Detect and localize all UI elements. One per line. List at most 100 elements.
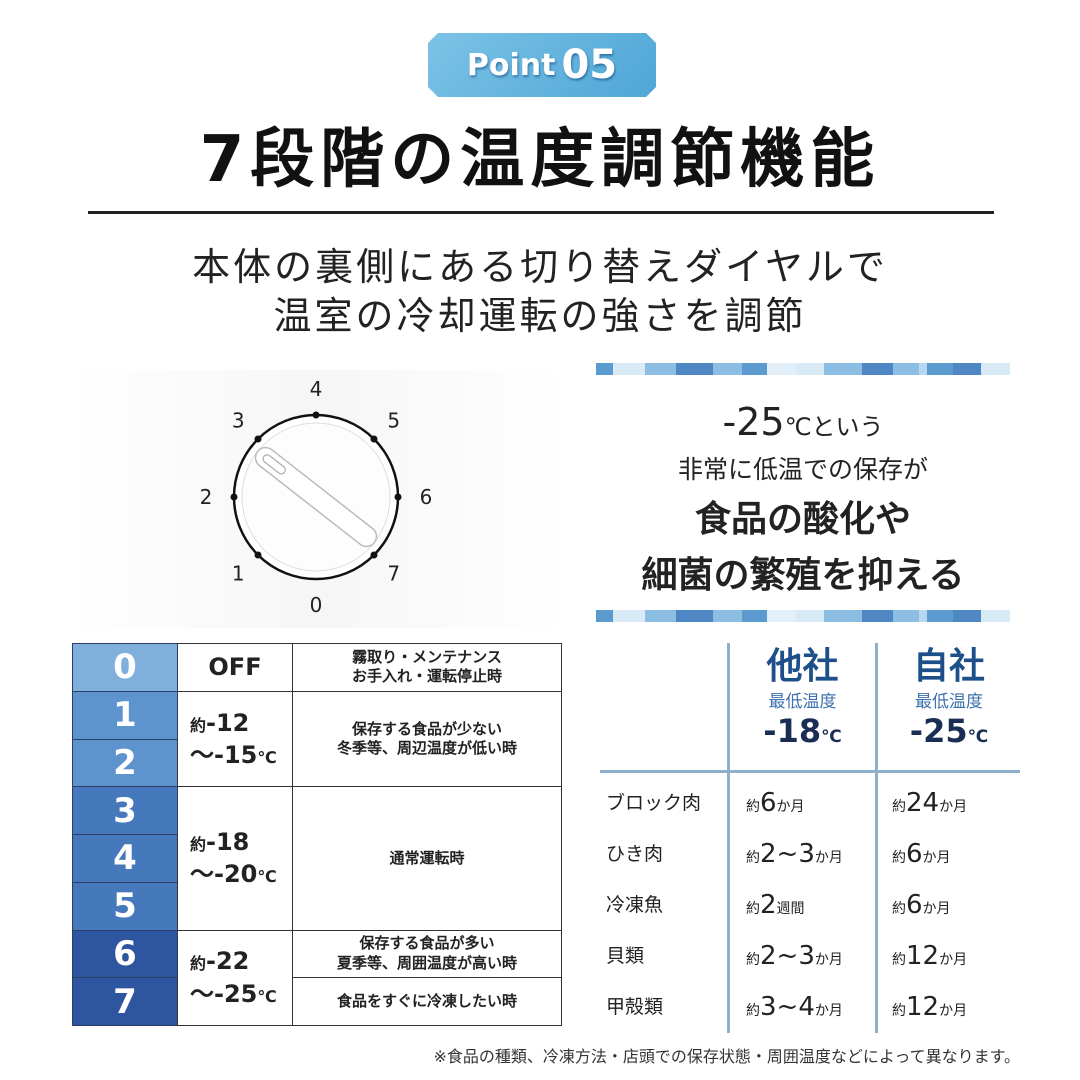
min-temp: -18 <box>763 711 822 750</box>
stripe-segment <box>741 363 768 375</box>
desc-line: お手入れ・運転停止時 <box>351 667 502 686</box>
promo-line-3: 食品の酸化や <box>694 499 911 540</box>
approx: 約 <box>190 834 207 854</box>
dial-illustration: 0 1 2 3 4 5 6 7 <box>70 370 566 628</box>
other-value: 約3~4か月 <box>746 992 843 1022</box>
promo-line-4: 細菌の繁殖を抑える <box>641 555 965 596</box>
table-row: 0 OFF 霧取り・メンテナンス お手入れ・運転停止時 <box>72 643 562 692</box>
desc-cell: 保存する食品が少ない 冬季等、周辺温度が低い時 <box>292 690 562 788</box>
stripe-segment <box>675 363 714 375</box>
stripe-segment <box>981 363 1010 375</box>
temp-range-cell: 約-12 ～-15℃ <box>177 690 293 788</box>
desc-cell: 霧取り・メンテナンス お手入れ・運転停止時 <box>292 643 562 692</box>
divider <box>875 643 878 1033</box>
unit: ℃ <box>257 867 277 887</box>
min-temp-label: 最低温度 <box>915 691 983 712</box>
stripe-segment <box>613 363 645 375</box>
stripe-segment <box>927 610 953 622</box>
stripe-segment <box>981 610 1010 622</box>
divider <box>600 770 1020 773</box>
footnote: ※食品の種類、冷凍方法・店頭での保存状態・周囲温度などによって異なります。 <box>433 1047 1020 1066</box>
dial-label: 7 <box>387 561 400 585</box>
table-row: 6 約-22 ～-25℃ 保存する食品が多い 夏季等、周囲温度が高い時 <box>72 929 562 1026</box>
dial-svg: 0 1 2 3 4 5 6 7 <box>200 377 433 617</box>
food-name: 貝類 <box>606 945 645 967</box>
dial-settings-table: 0 OFF 霧取り・メンテナンス お手入れ・運転停止時 1 約-12 ～-15℃ 保… <box>72 643 562 1026</box>
our-value: 約6か月 <box>892 890 951 920</box>
min-temp: -25 <box>909 711 968 750</box>
our-value: 約12か月 <box>892 941 968 971</box>
dial-label: 5 <box>387 409 400 433</box>
temp-range-cell: 約-22 ～-25℃ <box>177 929 293 1026</box>
our-value: 約6か月 <box>892 839 951 869</box>
stripe-segment <box>824 363 862 375</box>
stripe-segment <box>644 610 676 622</box>
stripe-segment <box>952 363 982 375</box>
subtitle-line-1: 本体の裏側にある切り替えダイヤルで <box>192 245 888 289</box>
stripe-segment <box>644 363 676 375</box>
dial-label: 4 <box>310 377 323 401</box>
temp-range-cell: 約-18 ～-20℃ <box>177 786 293 931</box>
stripe-segment <box>596 610 614 622</box>
subtitle-line-2: 温室の冷却運転の強さを調節 <box>273 294 807 338</box>
level-cell: 5 <box>72 881 178 931</box>
table-row: 1 約-12 ～-15℃ 保存する食品が少ない 冬季等、周辺温度が低い時 <box>72 690 562 788</box>
desc-line: 保存する食品が少ない <box>351 719 502 738</box>
unit: ℃ <box>257 748 277 767</box>
dial-label: 2 <box>200 485 213 509</box>
promo-line-2: 非常に低温での保存が <box>677 455 928 484</box>
stripe-segment <box>918 610 928 622</box>
header-our-company: 自社 最低温度 -25℃ <box>878 647 1020 750</box>
other-value: 約6か月 <box>746 788 805 818</box>
stripe-segment <box>613 610 645 622</box>
our-value: 約12か月 <box>892 992 968 1022</box>
level-cell: 2 <box>72 738 178 788</box>
stripe-segment <box>741 610 768 622</box>
level-cell: 1 <box>72 690 178 740</box>
table-row: 7 食品をすぐに冷凍したい時 <box>72 977 562 1026</box>
stripe-segment <box>596 363 614 375</box>
stripe-segment <box>713 610 742 622</box>
temp-from: -12 <box>206 708 250 737</box>
badge-point: Point <box>466 47 556 83</box>
dial-tick <box>394 493 402 501</box>
badge-number: 05 <box>561 42 618 88</box>
level-cell: 4 <box>72 834 178 883</box>
table-row: 甲殻類 約3~4か月 約12か月 <box>600 992 1020 1032</box>
other-value: 約2週間 <box>746 890 805 920</box>
desc-line: 保存する食品が多い <box>359 934 495 953</box>
stripe-segment <box>892 363 919 375</box>
temp-to: ～-20 <box>190 860 258 889</box>
table-row: ひき肉 約2~3か月 約6か月 <box>600 839 1020 879</box>
desc-line: 冬季等、周辺温度が低い時 <box>336 739 517 757</box>
dial-label: 0 <box>310 593 323 617</box>
dial-tick <box>312 411 320 419</box>
dial-knob-handle[interactable] <box>252 444 381 551</box>
other-value: 約2~3か月 <box>746 839 843 869</box>
point-badge: Point 05 <box>428 33 656 97</box>
header-other-company: 他社 最低温度 -18℃ <box>730 647 875 750</box>
stripe-segment <box>795 610 825 622</box>
dial-label: 6 <box>420 485 433 509</box>
desc-line: 夏季等、周囲温度が高い時 <box>336 953 517 972</box>
stripe-segment <box>952 610 982 622</box>
stripe-segment <box>795 363 825 375</box>
temp-from: -22 <box>206 947 250 976</box>
desc-cell: 食品をすぐに冷凍したい時 <box>292 977 562 1026</box>
level-cell: 6 <box>72 929 178 979</box>
unit: ℃ <box>821 726 842 747</box>
desc-cell: 保存する食品が多い 夏季等、周囲温度が高い時 <box>292 929 562 979</box>
our-value: 約24か月 <box>892 788 968 818</box>
approx: 約 <box>190 715 207 735</box>
table-row: 4 <box>72 834 562 883</box>
stripe-segment <box>861 610 893 622</box>
dial-tick <box>254 435 262 443</box>
food-name: 冷凍魚 <box>606 894 664 916</box>
promo-text: -25℃という 非常に低温での保存が 食品の酸化や 細菌の繁殖を抑える <box>596 400 1010 598</box>
promo-unit: ℃という <box>784 413 884 441</box>
stripe-segment <box>767 363 796 375</box>
stripe-segment <box>918 363 928 375</box>
stripe-segment <box>713 363 742 375</box>
promo-temp: -25 <box>722 400 785 444</box>
temp-from: -18 <box>206 827 250 856</box>
